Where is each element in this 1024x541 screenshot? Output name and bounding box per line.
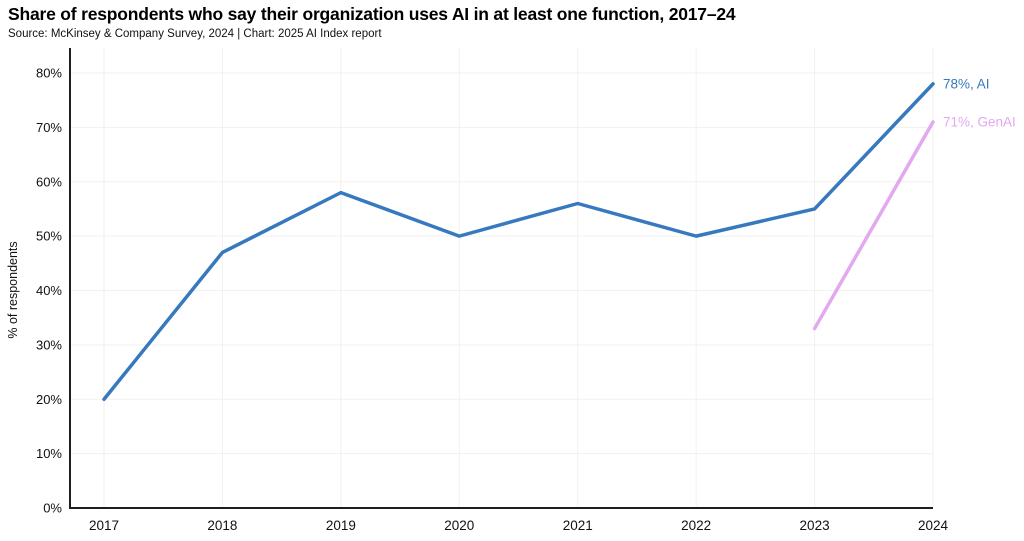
x-tick-label: 2021 xyxy=(563,518,593,533)
y-tick-label: 30% xyxy=(36,337,62,352)
y-tick-label: 0% xyxy=(43,501,62,516)
gridlines xyxy=(70,48,934,508)
axis-line xyxy=(69,48,933,509)
x-tick-label: 2024 xyxy=(918,518,949,533)
x-tick-label: 2018 xyxy=(207,518,237,533)
x-tick-label: 2017 xyxy=(89,518,119,533)
series-line-ai xyxy=(102,82,935,401)
series-end-label-genai: 71%, GenAI xyxy=(943,114,1016,129)
series-end-labels: 78%, AI 71%, GenAI xyxy=(943,76,1016,129)
y-tick-label: 70% xyxy=(36,120,62,135)
series-line-genai xyxy=(812,120,935,331)
y-tick-label: 20% xyxy=(36,392,62,407)
y-tick-label: 50% xyxy=(36,229,62,244)
axes xyxy=(69,48,933,509)
series-lines xyxy=(102,82,935,401)
chart-source: Source: McKinsey & Company Survey, 2024 … xyxy=(8,28,382,40)
y-tick-label: 40% xyxy=(36,283,62,298)
x-tick-label: 2020 xyxy=(444,518,474,533)
y-tick-labels: 0% 10% 20% 30% 40% 50% 60% 70% 80% xyxy=(36,66,62,516)
x-tick-label: 2019 xyxy=(326,518,356,533)
x-tick-label: 2023 xyxy=(800,518,830,533)
x-tick-labels: 2017 2018 2019 2020 2021 2022 2023 2024 xyxy=(89,518,949,533)
chart-title: Share of respondents who say their organ… xyxy=(8,4,736,24)
x-tick-label: 2022 xyxy=(681,518,711,533)
y-tick-label: 10% xyxy=(36,446,62,461)
y-axis-title: % of respondents xyxy=(6,241,20,338)
y-tick-label: 60% xyxy=(36,174,62,189)
series-end-label-ai: 78%, AI xyxy=(943,76,990,91)
y-tick-label: 80% xyxy=(36,66,62,81)
